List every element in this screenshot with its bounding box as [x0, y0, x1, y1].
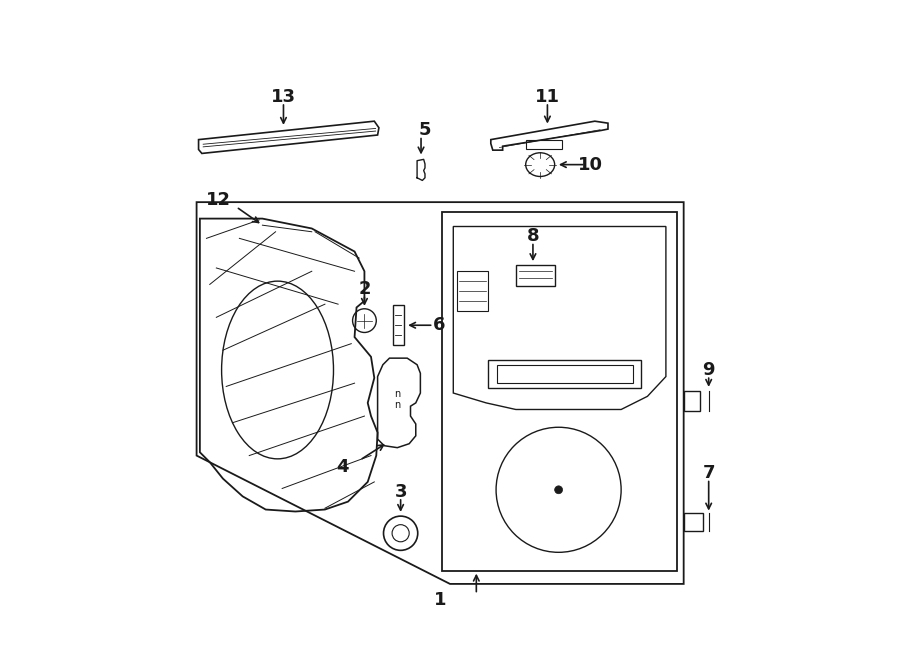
Text: 11: 11 [535, 88, 560, 106]
Text: n
n: n n [394, 389, 400, 410]
Text: 5: 5 [418, 122, 431, 139]
Text: 8: 8 [526, 227, 539, 245]
Text: 13: 13 [271, 88, 296, 106]
Circle shape [554, 486, 562, 494]
Text: 2: 2 [358, 280, 371, 298]
Text: 12: 12 [206, 191, 230, 209]
Text: 1: 1 [434, 592, 446, 609]
Text: 4: 4 [337, 459, 349, 477]
Text: 6: 6 [433, 316, 446, 334]
Text: 3: 3 [394, 483, 407, 501]
Text: 9: 9 [702, 361, 715, 379]
Text: 10: 10 [578, 155, 603, 174]
Text: 7: 7 [702, 464, 715, 483]
